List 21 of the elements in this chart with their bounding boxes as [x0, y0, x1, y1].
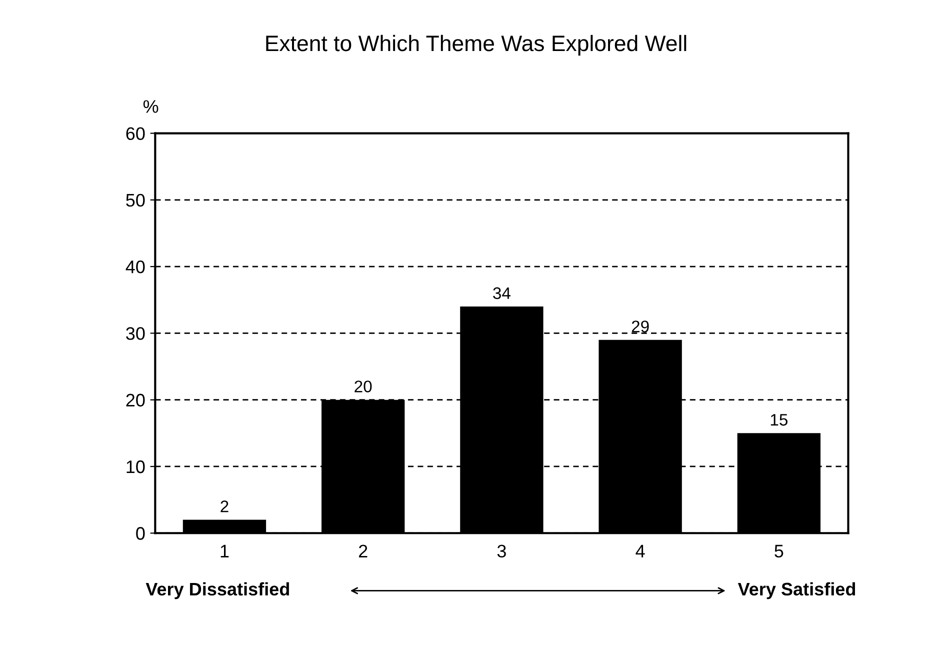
y-tick-label: 40	[126, 260, 145, 274]
y-tick-label: 0	[136, 527, 145, 540]
x-tick-label: 4	[636, 544, 645, 558]
y-tick-label: 30	[126, 327, 145, 340]
y-tick-label: 10	[126, 460, 145, 474]
text: Very Dissatisfied	[146, 582, 289, 600]
x-tick-label: 1	[220, 544, 229, 558]
x-tick-label: 5	[774, 544, 784, 558]
y-tick-label: 20	[126, 394, 145, 407]
data-label: 29	[632, 320, 649, 332]
text: Very Satisfied	[738, 582, 856, 600]
x-tick-label: 2	[358, 544, 368, 558]
y-tick-label: 50	[126, 194, 145, 207]
chart-title: Extent to Which Theme Was Explored Well	[266, 34, 686, 56]
y-axis-title: %	[143, 100, 158, 113]
data-label: 20	[354, 380, 372, 392]
data-label: 34	[493, 287, 510, 300]
data-label: 2	[220, 500, 228, 512]
x-tick-label: 3	[497, 544, 506, 558]
y-tick-label: 60	[126, 127, 145, 140]
data-label: 15	[770, 414, 788, 426]
